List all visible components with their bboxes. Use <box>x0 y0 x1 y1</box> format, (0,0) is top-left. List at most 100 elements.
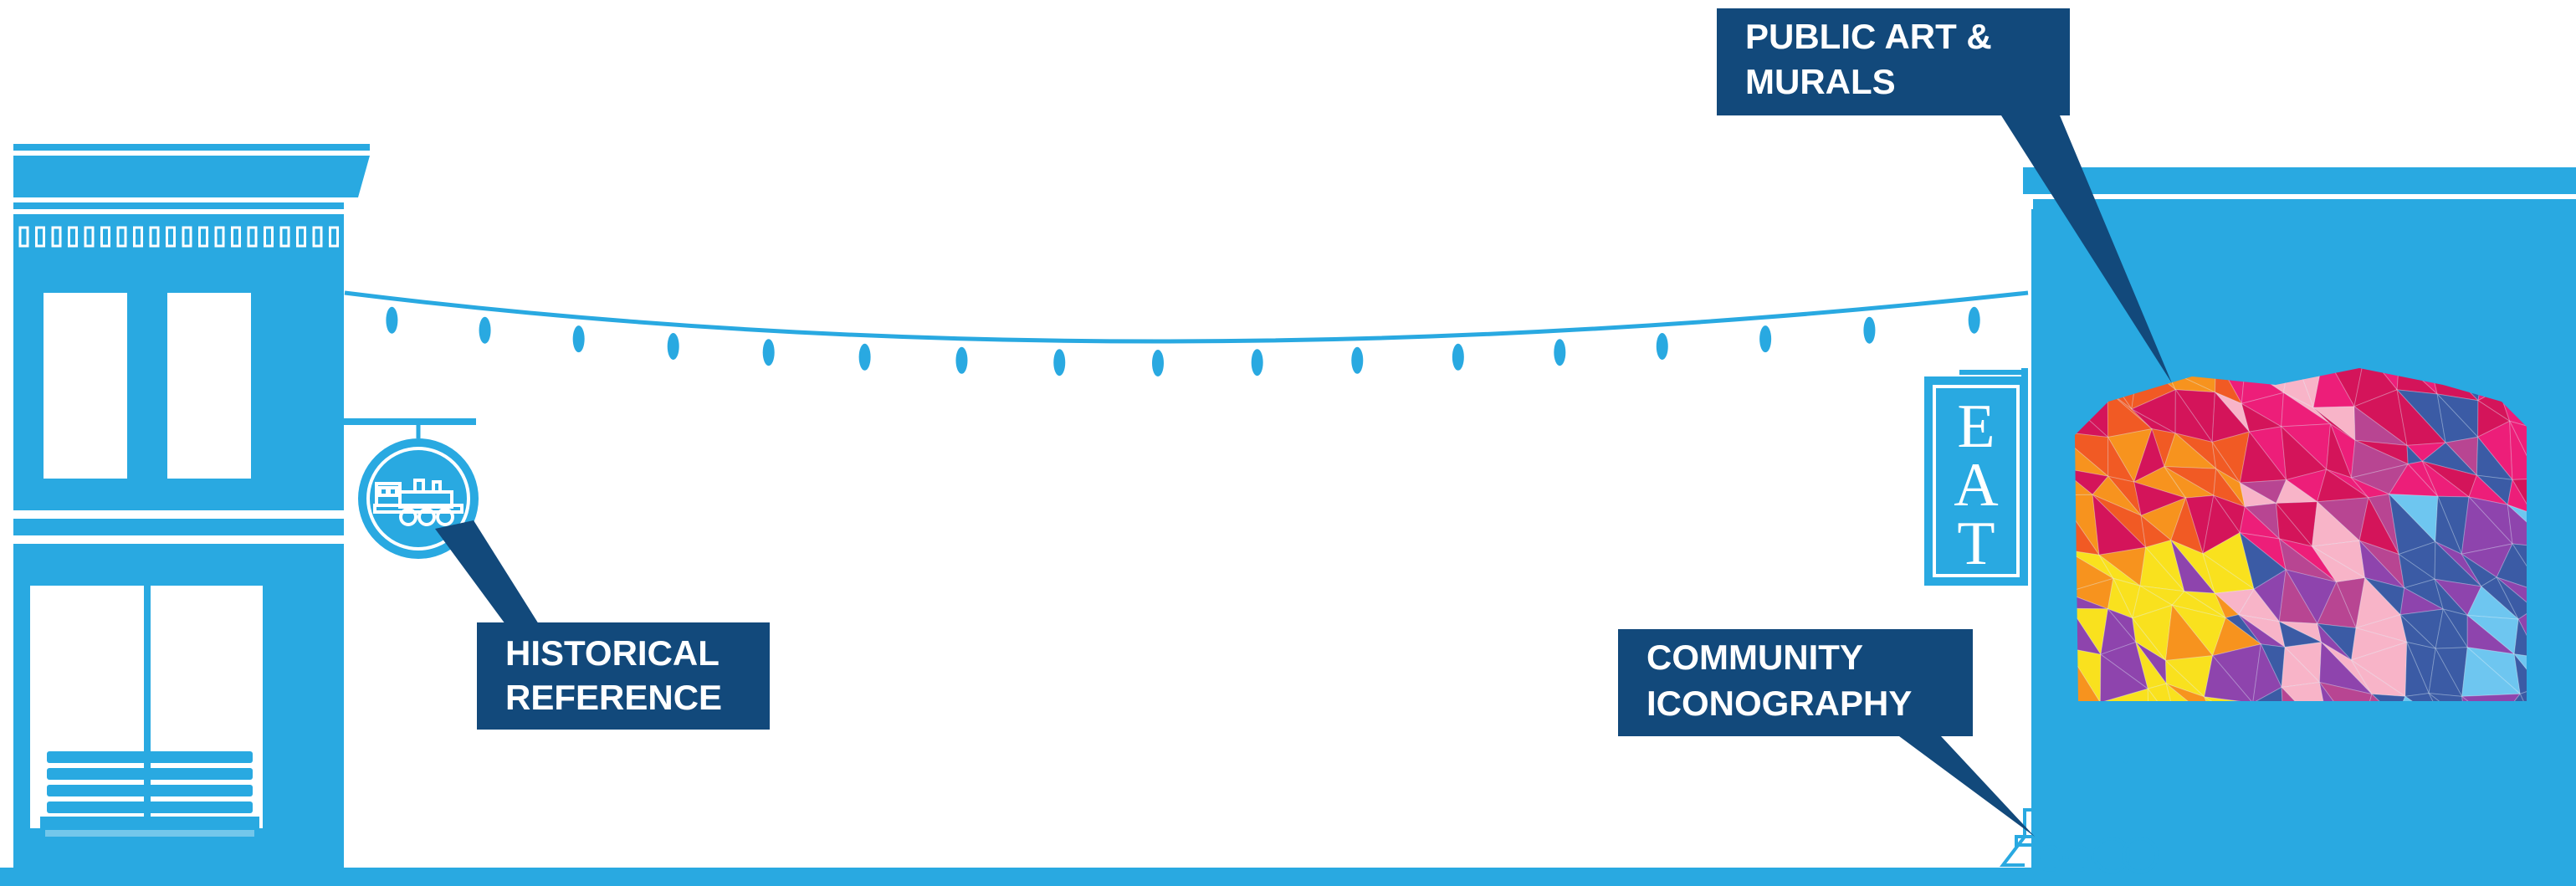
dentil <box>231 226 241 248</box>
mural-facet <box>2318 681 2373 701</box>
mural-facet <box>2519 686 2527 701</box>
string-light-icon <box>386 306 398 334</box>
dentil <box>51 226 62 248</box>
string-light-icon <box>1452 343 1464 371</box>
mural-facet <box>2279 538 2337 583</box>
mural-facet <box>2358 540 2405 590</box>
dentil <box>149 226 160 248</box>
mural-facet <box>2404 693 2445 701</box>
dentil <box>182 226 192 248</box>
callout-public-art: PUBLIC ART & MURALS <box>1717 8 2172 383</box>
mural-facet <box>2092 493 2147 556</box>
mural-facet <box>2507 504 2527 550</box>
mural-facet <box>2214 588 2256 616</box>
mural-facet <box>2165 682 2218 701</box>
locomotive-icon <box>1999 752 2159 873</box>
upper-window-left <box>44 293 127 479</box>
mural-facet <box>2358 539 2406 589</box>
mural-facet <box>2225 614 2261 645</box>
callout-community-line2: ICONOGRAPHY <box>1646 684 1912 723</box>
left-building <box>13 144 370 873</box>
string-light-icon <box>572 325 585 353</box>
mural-facet <box>2435 607 2469 649</box>
mural-facet <box>2512 543 2527 595</box>
dentil <box>35 226 45 248</box>
mural-facet <box>2445 436 2479 477</box>
mural-facet <box>2434 540 2483 587</box>
mural-facet <box>2164 466 2215 499</box>
dentil <box>214 226 225 248</box>
mural-facet <box>2461 495 2513 555</box>
mural-facet <box>2239 505 2281 540</box>
mural-facet <box>2433 578 2482 617</box>
mural-facet <box>2174 388 2214 443</box>
mural-facet <box>2350 627 2409 661</box>
string-light-icon <box>1053 349 1066 376</box>
string-light-icon <box>667 332 679 360</box>
string-light-icon <box>1968 306 1980 334</box>
callout-historical-line1: HISTORICAL <box>505 633 720 673</box>
mural-facet <box>2164 433 2218 469</box>
string-light-icon <box>1656 332 1668 360</box>
dentil <box>312 226 323 248</box>
eat-letter-t: T <box>1957 510 1995 578</box>
eat-letter-a: A <box>1954 451 1998 520</box>
string-light-icon <box>1251 349 1263 376</box>
mural-facet <box>2100 607 2137 656</box>
mural-facet <box>2351 659 2407 698</box>
mural-facet <box>2275 479 2319 504</box>
dentil <box>18 226 29 248</box>
cornice-dentils <box>18 226 339 248</box>
mural <box>2075 368 2527 701</box>
dentil <box>166 226 176 248</box>
mural-facet <box>2388 493 2436 556</box>
mural-facet <box>2404 642 2430 697</box>
mural-facet <box>2326 423 2353 479</box>
mural-facet <box>2164 659 2205 698</box>
mural-facet <box>2428 693 2466 701</box>
mural-facet <box>2075 648 2102 701</box>
mural-facet <box>2496 542 2527 595</box>
string-light-icon <box>858 343 871 371</box>
mural-facet <box>2147 683 2179 701</box>
string-light-icon <box>955 346 968 374</box>
dentil <box>279 226 290 248</box>
mural-facet <box>2211 442 2241 484</box>
string-light-icon <box>1863 316 1876 344</box>
eat-letter-e: E <box>1957 392 1995 461</box>
mural-facet <box>2211 391 2251 443</box>
train-icon <box>373 479 463 526</box>
dentil <box>84 226 95 248</box>
mural-facet <box>2399 613 2437 650</box>
mural-facet <box>2354 439 2409 465</box>
mural-facet <box>2283 392 2331 425</box>
string-light-icon <box>1351 346 1364 374</box>
mural-facet <box>2251 686 2285 701</box>
dentil <box>68 226 78 248</box>
mural-facet <box>2281 681 2332 701</box>
callout-public-art-line1: PUBLIC ART & <box>1745 17 1992 56</box>
mural-facet <box>2434 578 2469 617</box>
dentil <box>247 226 258 248</box>
dentil <box>133 226 143 248</box>
mural-facet <box>2513 653 2527 695</box>
sidewalk-ground <box>0 868 2576 886</box>
callout-historical-reference: HISTORICAL REFERENCE <box>435 520 770 730</box>
mural-facet <box>2461 693 2522 701</box>
string-light-icon <box>1554 339 1566 366</box>
mural-facet <box>2204 696 2254 701</box>
mural-facet <box>2107 390 2153 429</box>
string-light-icon <box>762 339 775 366</box>
string-light-icon <box>479 316 491 344</box>
mural-facet <box>2427 692 2466 701</box>
mural-facet <box>2165 683 2217 701</box>
mural-facet <box>2107 576 2133 619</box>
upper-window-right <box>167 293 251 479</box>
mural-facet <box>2496 576 2527 620</box>
string-light-icon <box>1152 350 1164 376</box>
mural-facet <box>2329 423 2356 479</box>
callout-public-art-line2: MURALS <box>1745 62 1896 101</box>
mural-facet <box>2363 576 2405 616</box>
mural-facet <box>2211 617 2262 657</box>
